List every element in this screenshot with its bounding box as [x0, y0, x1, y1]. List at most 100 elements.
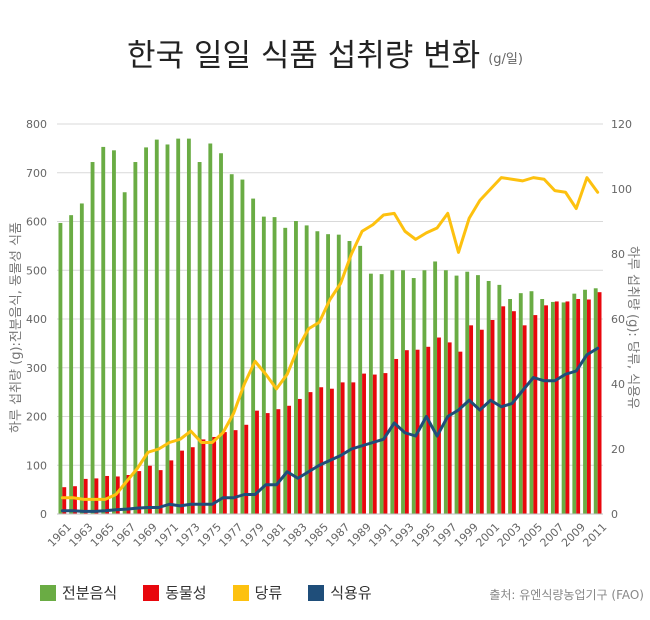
bar-grains: [583, 289, 587, 514]
bar-grains: [454, 275, 459, 514]
bar-grains: [593, 288, 598, 514]
chart-title: 한국 일일 식품 섭취량 변화 (g/일): [0, 30, 650, 75]
y-left-tick-label: 700: [26, 167, 47, 180]
legend-item-sugar: 당류: [232, 582, 283, 603]
bar-grains: [368, 273, 373, 514]
bar-animal: [255, 410, 259, 514]
legend-item-animal: 동물성: [143, 582, 207, 603]
y-left-tick-label: 0: [40, 508, 47, 521]
x-tick-label: 1971: [152, 521, 181, 550]
bar-animal: [447, 342, 452, 514]
x-tick-label: 1987: [323, 521, 352, 550]
bar-animal: [330, 388, 334, 514]
bar-grains: [561, 302, 566, 514]
bar-grains: [315, 231, 320, 514]
x-tick-label: 2011: [580, 521, 609, 550]
bar-animal: [83, 478, 88, 514]
series-line-oil: [60, 346, 600, 513]
bar-grains: [208, 143, 213, 514]
x-tick-label: 1961: [45, 521, 74, 550]
legend-swatch-grains: [40, 584, 56, 601]
bar-grains: [390, 270, 395, 514]
x-tick-label: 1983: [281, 521, 310, 550]
bar-animal: [586, 299, 591, 514]
bar-grains: [379, 274, 384, 514]
bar-grains: [261, 216, 266, 514]
chart-unit: (g/일): [488, 52, 523, 67]
x-tick-label: 2009: [559, 521, 588, 550]
bar-animal: [319, 387, 324, 514]
bar-grains: [529, 291, 534, 514]
x-tick-label: 1991: [366, 521, 395, 550]
x-tick-label: 1995: [409, 521, 438, 550]
bar-animal: [105, 475, 110, 514]
bar-grains: [90, 162, 95, 514]
bar-grains: [112, 150, 116, 514]
bar-animal: [180, 450, 184, 514]
bar-grains: [154, 139, 159, 514]
bar-grains: [197, 162, 202, 514]
bar-grains: [101, 146, 106, 514]
bar-grains: [540, 299, 545, 514]
x-tick-label: 1967: [109, 521, 138, 550]
bar-grains: [411, 278, 416, 514]
bar-animal: [522, 325, 527, 514]
bar-animal: [190, 447, 195, 514]
bar-grains: [176, 138, 181, 514]
bar-animal: [340, 382, 345, 514]
x-tick-label: 1977: [216, 521, 245, 550]
bar-animal: [458, 351, 463, 514]
bar-animal: [94, 478, 99, 514]
bar-animal: [115, 476, 120, 514]
x-tick-label: 1975: [195, 521, 224, 550]
bar-grains: [144, 147, 148, 514]
y-right-tick-label: 120: [611, 118, 632, 131]
legend-label-sugar: 당류: [254, 584, 283, 602]
bar-animal: [62, 487, 67, 514]
bar-grains: [486, 280, 491, 514]
y-right-tick-label: 0: [611, 508, 618, 521]
bar-animal: [576, 299, 581, 514]
bar-animal: [201, 439, 206, 514]
legend-swatch-oil: [308, 584, 325, 601]
bar-grains: [443, 270, 448, 514]
bar-grains: [465, 271, 470, 514]
x-tick-label: 1981: [259, 521, 288, 550]
y-left-tick-label: 800: [26, 118, 47, 131]
bar-animal: [501, 306, 506, 514]
bar-grains: [508, 299, 512, 514]
bar-grains: [358, 245, 363, 514]
source-note: 출처: 유엔식량농업기구 (FAO): [489, 588, 644, 602]
bar-grains: [219, 153, 223, 514]
legend-item-oil: 식용유: [308, 582, 372, 603]
bar-animal: [244, 424, 249, 514]
x-tick-label: 1997: [431, 521, 460, 550]
combo-chart: 0 100 200 300 400 500 600 700 800 0 20 40 60 80 100 120…: [26, 118, 632, 550]
bar-grains: [133, 162, 138, 514]
bar-grains: [497, 284, 502, 514]
bar-animal: [308, 392, 313, 514]
bar-animal: [597, 292, 602, 514]
y-right-tick-label: 40: [611, 378, 625, 391]
x-tick-label: 1993: [388, 521, 417, 550]
bar-animal: [297, 398, 302, 514]
legend-label-animal: 동물성: [165, 584, 207, 602]
bar-grains: [518, 293, 523, 514]
x-tick-label: 1963: [67, 521, 96, 550]
bar-animal: [158, 470, 163, 514]
y-axis-left-title: 하루 섭취량 (g):전분음식, 동물성 식품: [8, 222, 24, 433]
bar-grains: [326, 234, 330, 515]
bar-animal: [137, 471, 142, 514]
bar-animal: [394, 358, 399, 514]
bar-grains: [229, 174, 234, 514]
bar-grains: [79, 203, 84, 514]
bar-grains: [240, 179, 245, 514]
x-tick-label: 1965: [88, 521, 117, 550]
legend-swatch-animal: [143, 584, 160, 601]
bar-animal: [426, 346, 431, 514]
bar-animal: [554, 301, 559, 514]
bar-animal: [169, 460, 174, 514]
legend-swatch-sugar: [232, 584, 249, 601]
x-tick-label: 1989: [345, 521, 374, 550]
bar-grains: [294, 221, 298, 514]
